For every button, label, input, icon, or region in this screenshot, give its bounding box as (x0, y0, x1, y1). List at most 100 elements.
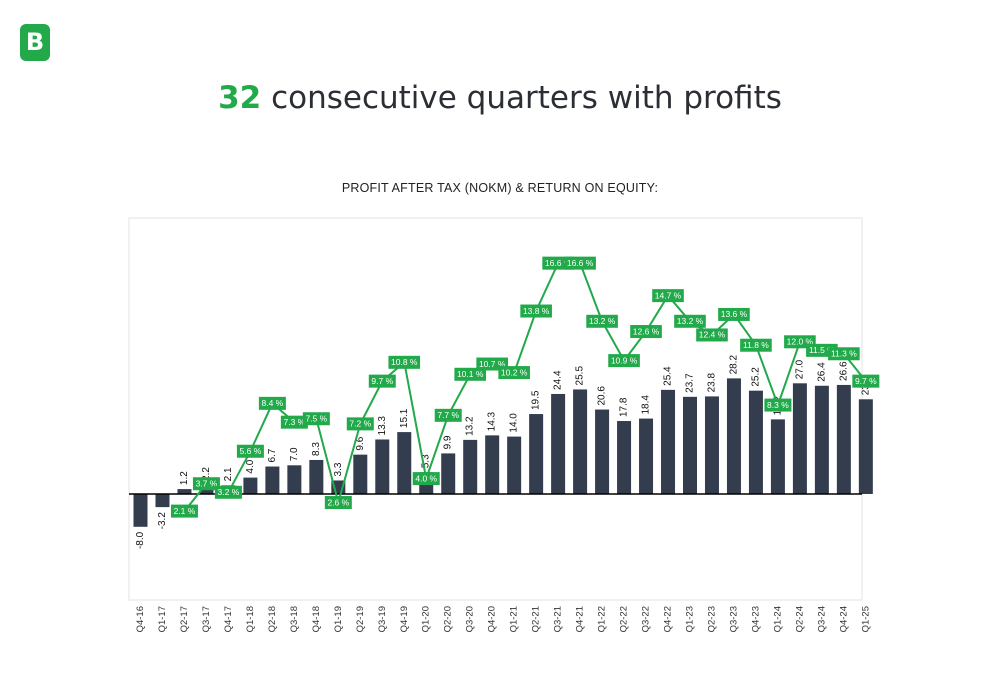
x-tick-label: Q4-19 (399, 606, 410, 632)
roe-value-label: 3.2 % (218, 487, 240, 497)
bar-value-label: 13.2 (465, 416, 476, 436)
bar-value-label: 9.6 (355, 436, 366, 450)
bar-value-label: 5.3 (421, 454, 432, 468)
bar-Q2-17 (177, 489, 192, 494)
roe-value-label: 8.4 % (262, 398, 284, 408)
roe-label-box (346, 417, 374, 431)
bar-value-label: 24.4 (553, 370, 564, 390)
roe-label-box (258, 396, 286, 410)
x-tick-label: Q2-23 (706, 606, 717, 632)
roe-line (183, 262, 867, 512)
headline-text: consecutive quarters with profits (261, 80, 782, 116)
bar-Q3-18 (287, 465, 302, 494)
bar-Q2-21 (529, 414, 544, 494)
logo-mark: B (25, 28, 45, 56)
bar-Q1-22 (595, 409, 610, 494)
bar-value-label: 28.2 (728, 354, 739, 374)
bar-value-label: 9.9 (443, 435, 454, 449)
roe-value-label: 3.7 % (196, 478, 218, 488)
roe-value-label: 10.8 % (391, 357, 418, 367)
bar-value-label: 26.6 (838, 361, 849, 381)
bar-Q1-21 (507, 436, 522, 494)
roe-label-box (498, 366, 530, 380)
x-tick-label: Q4-20 (487, 606, 498, 632)
roe-value-label: 16.6 % (567, 258, 594, 268)
bar-value-label: 14.0 (509, 413, 520, 433)
bar-Q3-24 (814, 385, 829, 494)
x-tick-label: Q3-21 (553, 606, 564, 632)
x-tick-label: Q4-21 (575, 606, 586, 632)
x-tick-label: Q1-18 (245, 606, 256, 632)
x-tick-label: Q1-17 (157, 606, 168, 632)
x-tick-label: Q1-19 (333, 606, 344, 632)
chart-title: PROFIT AFTER TAX (NOKM) & RETURN ON EQUI… (341, 181, 659, 195)
bar-Q2-19 (353, 454, 368, 494)
roe-value-label: 10.2 % (501, 367, 528, 377)
roe-value-label: 4.0 % (415, 473, 437, 483)
x-tick-label: Q4-16 (135, 606, 146, 632)
roe-value-label: 11.3 % (831, 349, 857, 359)
bar-value-label: -8.0 (135, 531, 146, 549)
roe-value-label: 7.3 % (283, 417, 305, 427)
bar-Q4-21 (573, 389, 588, 494)
roe-label-box (520, 304, 552, 318)
bar-value-label: 18.4 (641, 395, 652, 415)
bar-Q4-18 (309, 459, 324, 494)
bar-Q1-24 (770, 419, 785, 494)
roe-value-label: 14.7 % (655, 290, 682, 300)
x-tick-label: Q2-24 (794, 606, 805, 632)
bar-value-label: 25.4 (663, 366, 674, 386)
bar-Q2-22 (617, 421, 632, 494)
bar-Q1-25 (858, 399, 873, 494)
roe-value-label: 8.3 % (767, 400, 789, 410)
bar-value-label: -3.2 (157, 512, 168, 530)
x-tick-label: Q4-17 (223, 606, 234, 632)
bar-Q3-21 (551, 393, 566, 494)
roe-label-box (214, 485, 242, 499)
bar-Q2-24 (792, 383, 807, 494)
bar-value-label: 25.2 (750, 367, 761, 387)
roe-value-label: 13.2 % (677, 316, 704, 326)
bar-value-label: 7.0 (289, 447, 300, 461)
bar-Q3-20 (463, 439, 478, 494)
x-tick-label: Q1-22 (597, 606, 608, 632)
bar-value-label: 15.1 (399, 408, 410, 428)
roe-label-box (170, 504, 198, 518)
bar-value-label: 4.0 (245, 459, 256, 473)
company-logo: B (20, 24, 50, 61)
x-tick-label: Q3-23 (728, 606, 739, 632)
x-tick-label: Q1-21 (509, 606, 520, 632)
roe-value-label: 16.6 % (545, 258, 572, 268)
x-tick-label: Q3-20 (465, 606, 476, 632)
bar-value-label: 26.4 (816, 362, 827, 382)
x-tick-label: Q1-20 (421, 606, 432, 632)
roe-value-label: 10.1 % (457, 369, 484, 379)
roe-value-label: 11.5 % (809, 345, 835, 355)
headline-number: 32 (218, 80, 262, 116)
bar-Q4-23 (748, 390, 763, 494)
roe-label-box (652, 289, 684, 303)
roe-value-label: 7.2 % (349, 419, 371, 429)
bar-Q1-18 (243, 477, 258, 494)
roe-value-label: 13.6 % (721, 309, 748, 319)
x-tick-label: Q4-18 (311, 606, 322, 632)
roe-value-label: 12.0 % (787, 337, 814, 347)
x-tick-label: Q4-22 (663, 606, 674, 632)
x-tick-label: Q2-17 (179, 606, 190, 632)
roe-label-box (388, 355, 421, 369)
roe-label-box (412, 472, 440, 486)
bar-Q1-17 (155, 494, 170, 508)
x-tick-label: Q3-18 (289, 606, 300, 632)
roe-label-box (302, 412, 330, 426)
bar-value-label: 20.6 (597, 386, 608, 406)
x-tick-label: Q1-24 (772, 606, 783, 632)
roe-label-box (828, 347, 860, 361)
bar-Q2-20 (441, 453, 456, 494)
roe-label-box (718, 307, 750, 321)
x-tick-label: Q1-23 (685, 606, 696, 632)
roe-value-label: 11.8 % (743, 340, 769, 350)
x-tick-label: Q2-19 (355, 606, 366, 632)
roe-label-box (740, 338, 772, 352)
roe-label-box (280, 415, 308, 429)
